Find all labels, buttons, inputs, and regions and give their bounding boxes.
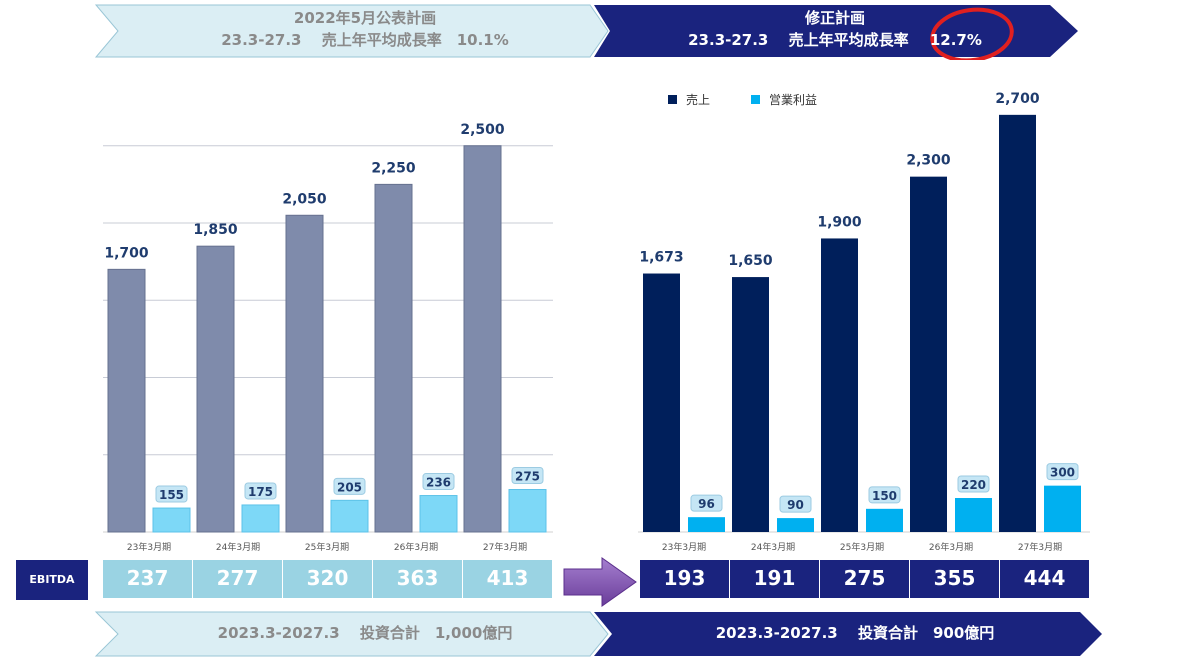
- sales-data-label: 1,850: [193, 222, 238, 238]
- category-tick-label: 25年3月期: [840, 541, 884, 553]
- right-plan-title-line1: 修正計画: [804, 9, 865, 27]
- right-top-arrow: [594, 5, 1078, 57]
- profit-data-label: 96: [698, 497, 715, 511]
- ebitda-value: 320: [283, 560, 372, 598]
- left-plan-title-line1: 2022年5月公表計画: [293, 9, 437, 27]
- ebitda-value: 413: [463, 560, 552, 598]
- profit-data-label: 150: [872, 489, 897, 503]
- legend-label-sales: 売上: [686, 92, 710, 107]
- sales-data-label: 2,250: [371, 160, 416, 176]
- sales-bar: [463, 145, 502, 533]
- right-growth-value: 12.7%: [929, 31, 982, 49]
- category-tick-label: 23年3月期: [127, 541, 171, 553]
- profit-bar: [508, 489, 547, 533]
- profit-bar: [688, 517, 725, 532]
- sales-bar: [107, 268, 146, 533]
- profit-bar: [955, 498, 992, 532]
- profit-data-label: 220: [961, 478, 986, 492]
- ebitda-value: 237: [103, 560, 192, 598]
- sales-bar: [732, 277, 769, 532]
- category-tick-label: 24年3月期: [216, 541, 260, 553]
- sales-bar: [999, 114, 1036, 532]
- left-top-arrow: [94, 4, 609, 58]
- ebitda-value: 363: [373, 560, 462, 598]
- category-tick-label: 27年3月期: [483, 541, 527, 553]
- profit-bar: [419, 495, 458, 533]
- profit-data-label: 275: [515, 470, 540, 484]
- profit-label-tag: [957, 475, 990, 493]
- category-tick-label: 27年3月期: [1018, 541, 1062, 553]
- ebitda-value: 275: [820, 560, 909, 598]
- profit-bar: [241, 504, 280, 533]
- profit-bar: [777, 518, 814, 532]
- profit-bar: [866, 508, 903, 532]
- ebitda-value: 277: [193, 560, 282, 598]
- sales-bar: [821, 238, 858, 532]
- sales-bar: [374, 183, 413, 533]
- sales-data-label: 1,900: [817, 214, 862, 230]
- profit-label-tag: [422, 473, 455, 491]
- profit-label-tag: [1046, 463, 1079, 481]
- legend-swatch-profit: [751, 95, 760, 104]
- profit-label-tag: [690, 494, 723, 512]
- ebitda-label: EBITDA: [16, 560, 88, 600]
- sales-bar: [910, 176, 947, 532]
- left-investment-total: 2023.3-2027.3 投資合計 1,000億円: [217, 624, 513, 642]
- left-plan-title: 2022年5月公表計画 23.3-27.3 売上年平均成長率 10.1%: [150, 7, 580, 51]
- category-tick-label: 26年3月期: [929, 541, 973, 553]
- profit-label-tag: [155, 485, 188, 503]
- ebitda-value: 444: [1000, 560, 1089, 598]
- profit-data-label: 300: [1050, 466, 1075, 480]
- profit-label-tag: [779, 495, 812, 513]
- sales-data-label: 1,700: [104, 245, 149, 261]
- profit-label-tag: [244, 482, 277, 500]
- legend-label-profit: 営業利益: [769, 93, 817, 107]
- profit-data-label: 205: [337, 480, 362, 494]
- profit-label-tag: [868, 486, 901, 504]
- sales-bar: [196, 245, 235, 533]
- legend-swatch-sales: [668, 95, 677, 104]
- bottom-banner: [94, 611, 1102, 657]
- category-tick-label: 25年3月期: [305, 541, 349, 553]
- sales-bar: [643, 273, 680, 532]
- highlight-circle: [930, 7, 1014, 60]
- profit-bar: [330, 499, 369, 533]
- right-plan-growth: 23.3-27.3 売上年平均成長率 12.7%: [620, 29, 1050, 51]
- sales-bar: [285, 214, 324, 533]
- ebitda-value: 191: [730, 560, 819, 598]
- sales-data-label: 2,700: [995, 91, 1040, 107]
- profit-label-tag: [333, 477, 366, 495]
- top-banner: [94, 4, 1078, 60]
- left-plan-growth: 23.3-27.3 売上年平均成長率 10.1%: [221, 31, 509, 49]
- right-plan-title: 修正計画 23.3-27.3 売上年平均成長率 12.7%: [620, 7, 1050, 51]
- transition-arrow: [563, 557, 637, 607]
- right-investment-total: 2023.3-2027.3 投資合計 900億円: [715, 624, 995, 642]
- sales-data-label: 2,500: [460, 122, 505, 138]
- left-bottom-arrow: [94, 611, 609, 657]
- sales-data-label: 2,050: [282, 191, 327, 207]
- profit-data-label: 90: [787, 498, 804, 512]
- profit-data-label: 236: [426, 476, 451, 490]
- right-bottom-arrow: [594, 612, 1102, 656]
- sales-data-label: 1,650: [728, 253, 773, 269]
- profit-data-label: 155: [159, 488, 184, 502]
- right-growth-label: 23.3-27.3 売上年平均成長率: [688, 31, 909, 49]
- category-tick-label: 23年3月期: [662, 541, 706, 553]
- profit-data-label: 175: [248, 485, 273, 499]
- sales-data-label: 1,673: [639, 250, 683, 266]
- ebitda-value: 193: [640, 560, 729, 598]
- ebitda-value: 355: [910, 560, 999, 598]
- charts-area: 1,700 155 23年3月期 1,850 175 24年3月期 2,050 205 25年3…: [103, 91, 1090, 553]
- category-tick-label: 26年3月期: [394, 541, 438, 553]
- category-tick-label: 24年3月期: [751, 541, 795, 553]
- profit-label-tag: [511, 467, 544, 485]
- profit-bar: [1044, 485, 1081, 532]
- profit-bar: [152, 507, 191, 533]
- sales-data-label: 2,300: [906, 153, 951, 169]
